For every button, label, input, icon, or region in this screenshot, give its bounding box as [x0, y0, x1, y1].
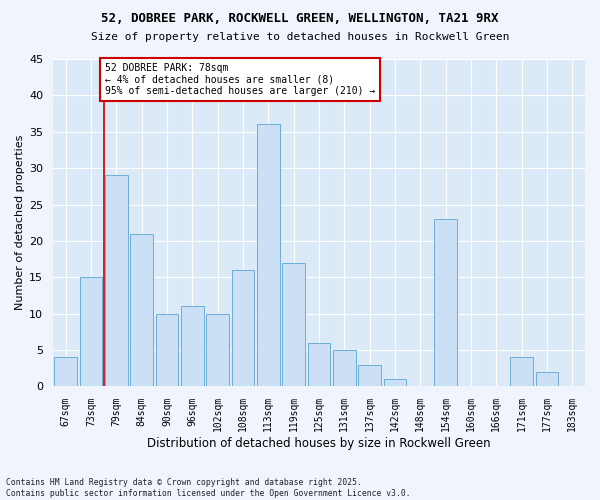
Text: Contains HM Land Registry data © Crown copyright and database right 2025.
Contai: Contains HM Land Registry data © Crown c… [6, 478, 410, 498]
Bar [383, 379, 406, 386]
Text: 52, DOBREE PARK, ROCKWELL GREEN, WELLINGTON, TA21 9RX: 52, DOBREE PARK, ROCKWELL GREEN, WELLING… [101, 12, 499, 26]
Bar [232, 270, 254, 386]
Bar [434, 219, 457, 386]
Bar [308, 343, 331, 386]
Bar [333, 350, 356, 387]
Bar [358, 364, 381, 386]
X-axis label: Distribution of detached houses by size in Rockwell Green: Distribution of detached houses by size … [147, 437, 491, 450]
Bar [54, 358, 77, 386]
Bar [80, 278, 103, 386]
Bar [510, 358, 533, 386]
Y-axis label: Number of detached properties: Number of detached properties [15, 135, 25, 310]
Bar [130, 234, 153, 386]
Bar [181, 306, 204, 386]
Text: 52 DOBREE PARK: 78sqm
← 4% of detached houses are smaller (8)
95% of semi-detach: 52 DOBREE PARK: 78sqm ← 4% of detached h… [105, 62, 375, 96]
Bar [282, 263, 305, 386]
Text: Size of property relative to detached houses in Rockwell Green: Size of property relative to detached ho… [91, 32, 509, 42]
Bar [257, 124, 280, 386]
Bar [206, 314, 229, 386]
Bar [105, 176, 128, 386]
Bar [536, 372, 559, 386]
Bar [155, 314, 178, 386]
